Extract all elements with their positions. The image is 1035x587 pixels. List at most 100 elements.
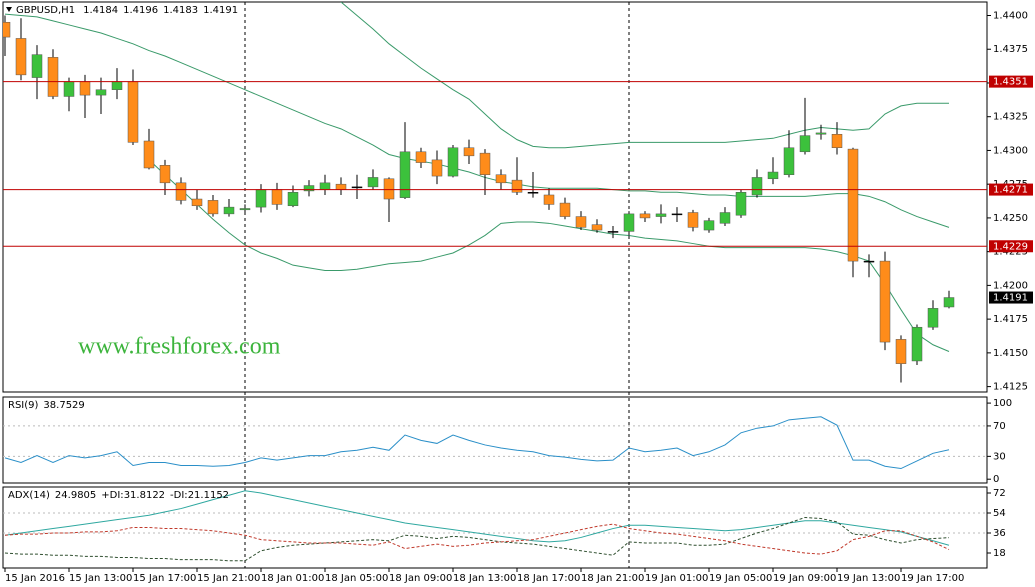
y-tick-label: 1.4200	[993, 280, 1028, 291]
candle-body	[431, 159, 443, 177]
minus-di-name: -DI:	[170, 490, 188, 501]
candle-body	[863, 260, 875, 263]
series-line	[4, 523, 950, 555]
candle-body	[3, 21, 11, 38]
adx-value: 24.9805	[55, 490, 96, 501]
candle-body	[847, 148, 859, 262]
candle-body	[815, 132, 827, 135]
x-tick-label: 18 Jan 21:00	[581, 573, 644, 584]
rsi-value: 38.7529	[43, 400, 84, 411]
x-tick-label: 15 Jan 13:00	[69, 573, 132, 584]
candle-body	[63, 81, 75, 97]
x-tick-label: 19 Jan 17:00	[901, 573, 964, 584]
x-tick-label: 15 Jan 2016	[5, 573, 65, 584]
close-price: 1.4191	[203, 5, 238, 16]
candle-body	[543, 194, 555, 205]
candle-body	[559, 202, 571, 217]
series-group	[4, 2, 950, 352]
y-tick-label: 54	[993, 508, 1006, 519]
candle-body	[271, 189, 283, 205]
menu-arrow	[6, 7, 12, 12]
candle-body	[255, 189, 267, 208]
x-tick-label: 19 Jan 09:00	[773, 573, 836, 584]
candle-body	[239, 208, 251, 211]
candle-body	[527, 192, 539, 194]
rsi-title: RSI(9)	[8, 400, 39, 411]
candle-body	[303, 185, 315, 192]
series-line	[4, 516, 950, 562]
level-label: 1.4229	[993, 241, 1028, 252]
y-tick-label: 1.4325	[993, 112, 1028, 123]
x-tick-label: 18 Jan 17:00	[517, 573, 580, 584]
chart-header: GBPUSD,H1 1.4184 1.4196 1.4183 1.4191	[16, 5, 238, 16]
candle-body	[79, 81, 91, 96]
y-tick-label: 1.4400	[993, 10, 1028, 21]
series-line	[148, 159, 950, 352]
candle-body	[47, 57, 59, 97]
symbol: GBPUSD,H1	[16, 5, 75, 16]
candle-body	[607, 231, 619, 233]
y-tick-label: 1.4175	[993, 314, 1028, 325]
candle-body	[335, 183, 347, 190]
candles	[3, 15, 955, 383]
minus-di-value: 21.1152	[188, 490, 229, 501]
candle-body	[31, 54, 43, 78]
rsi-panel	[2, 396, 988, 484]
candle-body	[223, 206, 235, 215]
candle-body	[703, 220, 715, 231]
watermark: www.freshforex.com	[78, 334, 281, 360]
candle-body	[735, 192, 747, 216]
candle-body	[671, 213, 683, 216]
y-tick-label: 30	[993, 451, 1006, 462]
y-tick-label: 0	[993, 474, 999, 485]
candle-body	[911, 326, 923, 362]
y-tick-label: 1.4375	[993, 44, 1028, 55]
candle-body	[287, 192, 299, 207]
candle-body	[831, 133, 843, 148]
y-tick-label: 36	[993, 528, 1006, 539]
y-tick-label: 1.4125	[993, 382, 1028, 393]
y-tick-label: 1.4150	[993, 348, 1028, 359]
price-label: 1.4191	[993, 293, 1028, 304]
level-label-box	[989, 240, 1033, 253]
candle-body	[639, 213, 651, 219]
candle-body	[655, 213, 667, 217]
candle-body	[479, 152, 491, 175]
candle-body	[95, 89, 107, 96]
candle-body	[719, 212, 731, 224]
candle-body	[767, 171, 779, 180]
y-tick-label: 70	[993, 421, 1006, 432]
candle-body	[143, 140, 155, 169]
x-tick-label: 18 Jan 01:00	[261, 573, 324, 584]
candle-body	[399, 151, 411, 198]
candle-body	[383, 178, 395, 200]
candle-body	[319, 182, 331, 190]
y-tick-label: 100	[993, 398, 1012, 409]
x-tick-label: 15 Jan 17:00	[133, 573, 196, 584]
level-label-box	[989, 75, 1033, 88]
level-label: 1.4271	[993, 185, 1028, 196]
adx-title: ADX(14)	[8, 490, 50, 501]
candle-body	[575, 216, 587, 228]
plus-di-name: +DI:	[101, 490, 123, 501]
candle-body	[687, 212, 699, 228]
candle-body	[175, 182, 187, 201]
x-tick-label: 15 Jan 21:00	[197, 573, 260, 584]
adx-header: ADX(14) 24.9805 +DI:31.8122 -DI:21.1152	[8, 490, 229, 501]
price-label-box	[989, 291, 1033, 304]
candle-body	[111, 81, 123, 90]
y-tick-label: 18	[993, 548, 1006, 559]
x-tick-label: 18 Jan 05:00	[325, 573, 388, 584]
series-group	[4, 490, 950, 562]
y-tick-label: 72	[993, 488, 1006, 499]
y-tick-label: 1.4300	[993, 145, 1028, 156]
series-group	[4, 416, 950, 470]
candle-body	[159, 165, 171, 184]
open-price: 1.4184	[83, 5, 118, 16]
price-panel	[2, 1, 988, 393]
candle-body	[751, 177, 763, 196]
candle-body	[879, 260, 891, 343]
level-label-box	[989, 183, 1033, 196]
